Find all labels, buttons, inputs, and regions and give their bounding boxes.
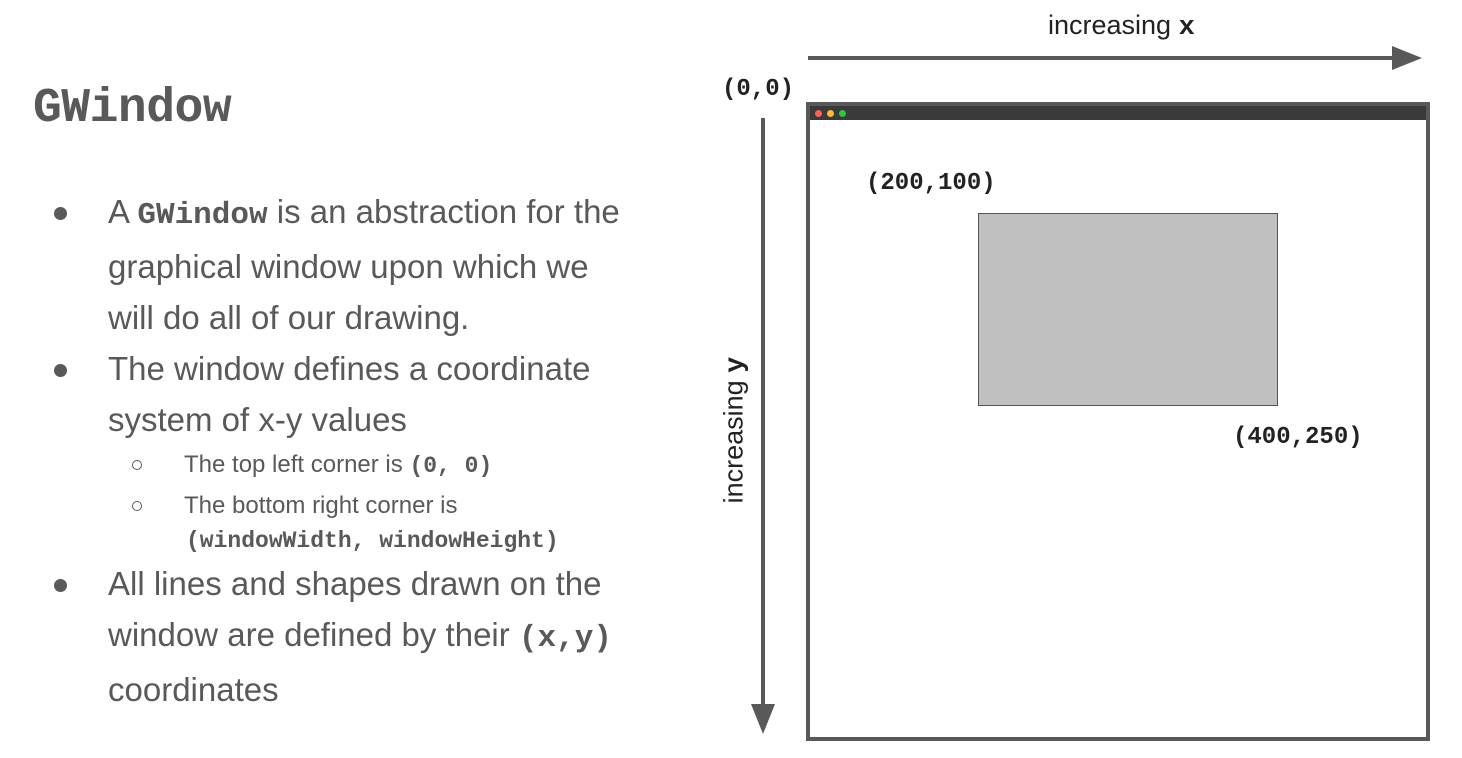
bullet-item-gwindow: A GWindow is an abstraction for the grap… <box>50 186 710 343</box>
bullet-text: window are defined by their <box>108 616 519 653</box>
example-rectangle <box>978 213 1278 406</box>
bullet-dot <box>54 207 67 220</box>
bullet-item-coordinates: The window defines a coordinate system o… <box>50 343 710 445</box>
y-axis-label: increasing y <box>719 357 752 504</box>
sub-bullet-code-line: (windowWidth, windowHeight) <box>50 522 710 558</box>
code-window-size: (windowWidth, windowHeight) <box>186 528 559 554</box>
bullet-text: system of x-y values <box>108 401 407 438</box>
y-axis-arrow-icon <box>751 704 775 734</box>
window-frame <box>806 102 1430 741</box>
sub-bullet-ring <box>132 501 142 511</box>
code-xy: (x,y) <box>518 621 612 656</box>
bullet-text: A <box>108 193 138 230</box>
sub-bullet-text: The bottom right corner is <box>184 492 458 519</box>
y-axis-label-var: y <box>721 356 752 373</box>
origin-label: (0,0) <box>722 76 795 103</box>
x-axis-arrow-icon <box>1392 46 1422 70</box>
bullet-item-shapes: All lines and shapes drawn on the window… <box>50 558 710 715</box>
code-origin: (0, 0) <box>409 453 493 479</box>
y-axis-line <box>761 118 765 708</box>
x-axis-label-text: increasing <box>1048 10 1179 40</box>
maximize-dot-icon <box>839 110 846 117</box>
bullet-list: A GWindow is an abstraction for the grap… <box>50 186 710 715</box>
bullet-text: The window defines a coordinate <box>108 350 591 387</box>
x-axis-label-var: x <box>1178 13 1195 43</box>
rect-top-left-label: (200,100) <box>866 170 996 197</box>
x-axis-label: increasing x <box>1048 10 1195 43</box>
bullet-text: will do all of our drawing. <box>108 299 470 336</box>
sub-bullet-ring <box>132 460 142 470</box>
y-axis-label-text: increasing <box>718 372 749 504</box>
sub-bullet-text: The top left corner is <box>184 451 410 478</box>
minimize-dot-icon <box>827 110 834 117</box>
close-dot-icon <box>815 110 822 117</box>
bullet-text: All lines and shapes drawn on the <box>108 565 602 602</box>
page-title: GWindow <box>33 82 232 136</box>
window-titlebar <box>810 106 1426 120</box>
bullet-dot <box>54 364 67 377</box>
bullet-dot <box>54 579 67 592</box>
bullet-text: graphical window upon which we <box>108 248 589 285</box>
sub-bullet-bottom-right: The bottom right corner is <box>50 486 710 526</box>
bullet-text: coordinates <box>108 671 279 708</box>
rect-bottom-right-label: (400,250) <box>1233 424 1363 451</box>
bullet-text: is an abstraction for the <box>267 193 620 230</box>
sub-bullet-top-left: The top left corner is (0, 0) <box>50 445 710 486</box>
x-axis-line <box>808 56 1398 60</box>
code-gwindow: GWindow <box>137 198 268 233</box>
